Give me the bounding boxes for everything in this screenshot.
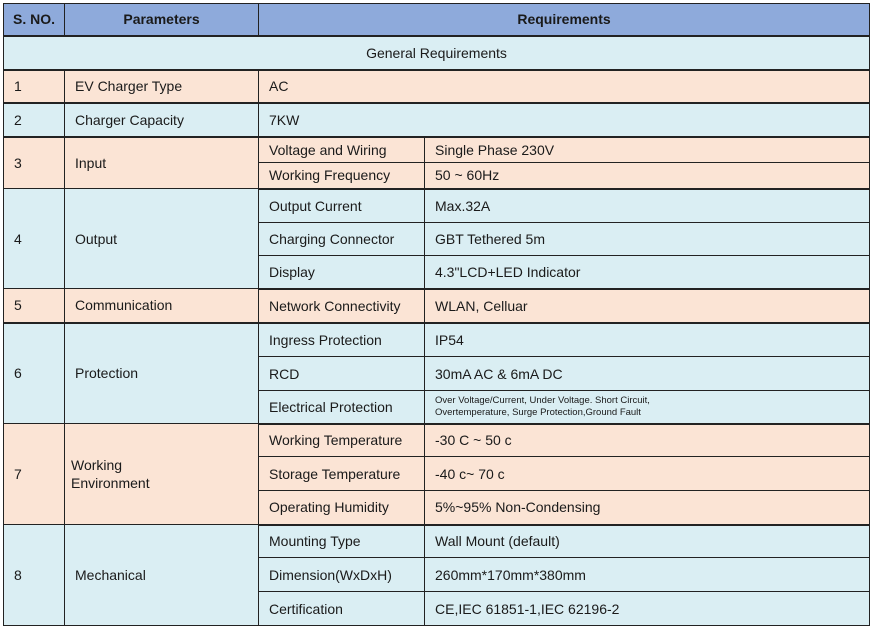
table-row-6a: 6 Protection Ingress Protection IP54 [3, 322, 871, 424]
row-7-value-2: -40 c~ 70 c [423, 456, 871, 491]
header-sno: S. NO. [3, 3, 65, 37]
table-row-6c: Electrical Protection Over Voltage/Curre… [4, 390, 871, 425]
row-6-value-2: 30mA AC & 6mA DC [423, 356, 871, 391]
header-row: S. NO. Parameters Requirements [3, 3, 871, 37]
table-row-4c: Display 4.3"LCD+LED Indicator [4, 255, 871, 290]
row-6-key-2: RCD [258, 356, 425, 391]
table-row-7b: Storage Temperature -40 c~ 70 c [4, 456, 871, 491]
row-3-sno: 3 [3, 136, 65, 189]
table-row-1: 1 EV Charger Type AC [3, 69, 871, 104]
table-row-4a: 4 Output Output Current Max.32A [3, 188, 871, 289]
requirements-table: S. NO. Parameters Requirements General R… [2, 3, 871, 626]
row-7-key-3: Operating Humidity [258, 490, 425, 526]
row-6-key-1: Ingress Protection [258, 322, 425, 357]
table-row-8c: Certification CE,IEC 61851-1,IEC 62196-2 [4, 591, 871, 626]
row-4-value-2: GBT Tethered 5m [423, 222, 871, 256]
header-parameters: Parameters [64, 3, 259, 37]
row-7-sno: 7 [3, 423, 65, 525]
row-5-param: Communication [64, 288, 259, 324]
row-3-key-2: Working Frequency [258, 162, 425, 190]
table-row-5: 5 Communication Network Connectivity WLA… [3, 288, 871, 324]
row-6-sno: 6 [3, 322, 65, 424]
row-8-key-1: Mounting Type [258, 524, 425, 558]
row-6-value-3: Over Voltage/Current, Under Voltage. Sho… [423, 390, 871, 425]
row-8-sno: 8 [3, 524, 65, 626]
row-7-key-2: Storage Temperature [258, 456, 425, 491]
row-4-key-1: Output Current [258, 188, 425, 223]
row-7-param-line-1: Working [71, 457, 123, 473]
row-8-value-3: CE,IEC 61851-1,IEC 62196-2 [423, 591, 871, 626]
row-1-param: EV Charger Type [64, 69, 259, 104]
row-4-key-3: Display [258, 255, 425, 290]
row-6-key-3: Electrical Protection [258, 390, 425, 425]
row-6-value-3-line-1: Over Voltage/Current, Under Voltage. Sho… [435, 394, 650, 406]
section-row: General Requirements [2, 35, 871, 71]
row-6-value-3-line-2: Overtemperature, Surge Protection,Ground… [435, 406, 641, 418]
row-3-value-2: 50 ~ 60Hz [423, 162, 871, 190]
row-5-key-1: Network Connectivity [258, 288, 425, 324]
row-7-param: Working Environment [64, 423, 259, 525]
row-3-value-1: Single Phase 230V [423, 136, 871, 163]
row-4-param: Output [64, 188, 259, 289]
row-8-param: Mechanical [64, 524, 259, 626]
table-row-8a: 8 Mechanical Mounting Type Wall Mount (d… [3, 524, 871, 626]
row-2-param: Charger Capacity [64, 102, 259, 138]
row-8-key-2: Dimension(WxDxH) [258, 557, 425, 592]
row-7-value-1: -30 C ~ 50 c [423, 423, 871, 457]
row-4-value-1: Max.32A [423, 188, 871, 223]
row-8-value-1: Wall Mount (default) [423, 524, 871, 558]
row-4-sno: 4 [3, 188, 65, 289]
row-5-value-1: WLAN, Celluar [423, 288, 871, 324]
table-row-6b: RCD 30mA AC & 6mA DC [4, 356, 871, 391]
row-7-value-3: 5%~95% Non-Condensing [423, 490, 871, 526]
header-requirements: Requirements [257, 3, 871, 37]
table-row-3a: 3 Input Voltage and Wiring Single Phase … [3, 136, 871, 189]
row-3-param: Input [64, 136, 259, 189]
row-6-param: Protection [64, 322, 259, 424]
row-4-value-3: 4.3"LCD+LED Indicator [423, 255, 871, 290]
table-row-3b: Working Frequency 50 ~ 60Hz [4, 162, 871, 190]
row-1-value: AC [257, 69, 871, 104]
row-8-value-2: 260mm*170mm*380mm [423, 557, 871, 592]
row-7-key-1: Working Temperature [258, 423, 425, 457]
table-row-4b: Charging Connector GBT Tethered 5m [4, 222, 871, 256]
row-1-sno: 1 [3, 69, 65, 104]
row-7-param-line-2: Environment [71, 475, 150, 491]
section-title: General Requirements [2, 35, 871, 71]
row-4-key-2: Charging Connector [258, 222, 425, 256]
row-5-sno: 5 [3, 288, 65, 324]
table-row-2: 2 Charger Capacity 7KW [3, 102, 871, 138]
row-8-key-3: Certification [258, 591, 425, 626]
row-2-sno: 2 [3, 102, 65, 138]
row-2-value: 7KW [257, 102, 871, 138]
row-6-value-1: IP54 [423, 322, 871, 357]
requirements-table-wrapper: S. NO. Parameters Requirements General R… [2, 3, 871, 626]
row-3-key-1: Voltage and Wiring [258, 136, 425, 163]
table-row-7c: Operating Humidity 5%~95% Non-Condensing [4, 490, 871, 526]
table-row-7a: 7 Working Environment Working Temperature… [3, 423, 871, 525]
